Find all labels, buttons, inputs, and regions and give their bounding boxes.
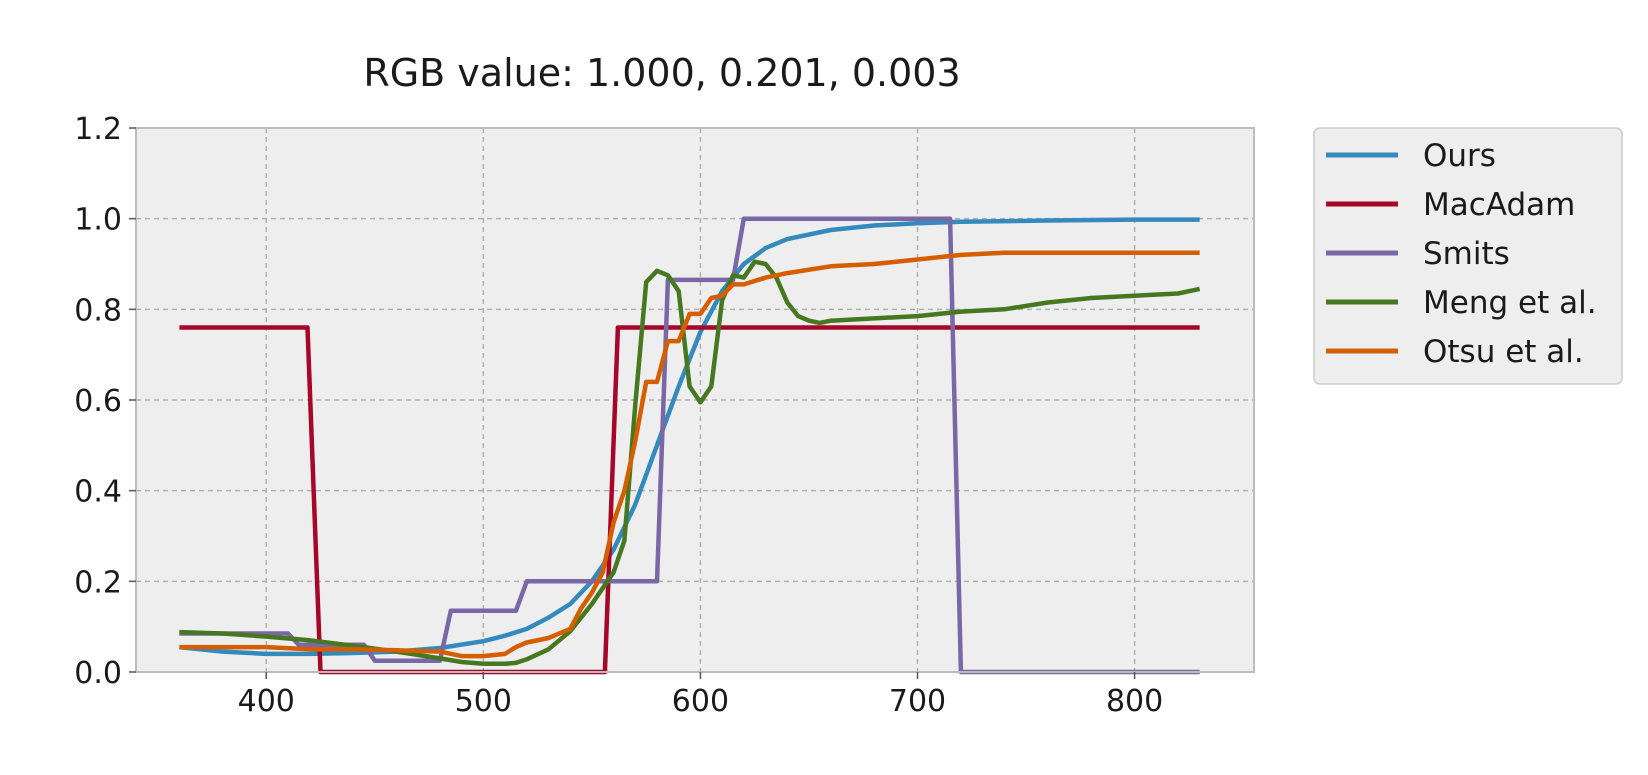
- x-tick-label: 400: [238, 684, 295, 719]
- legend-label-smits: Smits: [1423, 236, 1510, 272]
- y-tick-label: 0.0: [74, 656, 122, 691]
- legend-label-macadam: MacAdam: [1423, 187, 1575, 223]
- chart-title: RGB value: 1.000, 0.201, 0.003: [363, 51, 960, 95]
- legend-label-meng-et-al: Meng et al.: [1423, 285, 1597, 321]
- y-tick-label: 1.2: [74, 112, 122, 147]
- y-tick-label: 0.2: [74, 565, 122, 600]
- x-tick-label: 700: [889, 684, 946, 719]
- series-line-otsu-et-al: [179, 250, 1200, 659]
- legend: Ours MacAdam Smits Meng et al. Otsu et al.: [1313, 127, 1623, 385]
- x-tick-label: 500: [455, 684, 512, 719]
- legend-label-otsu-et-al: Otsu et al.: [1423, 334, 1584, 370]
- y-tick-label: 0.6: [74, 384, 122, 419]
- x-tick-label: 800: [1106, 684, 1163, 719]
- legend-label-ours: Ours: [1423, 138, 1496, 174]
- y-tick-label: 1.0: [74, 203, 122, 238]
- y-tick-label: 0.8: [74, 293, 122, 328]
- ticks: 400 500 600 700 800 0.0 0.2 0.4 0.6 0.8 1.0 1.2: [74, 112, 1163, 719]
- x-tick-label: 600: [672, 684, 729, 719]
- series-line-meng-et-al: [179, 259, 1201, 667]
- y-tick-label: 0.4: [74, 475, 122, 510]
- legend-box: [1313, 127, 1623, 385]
